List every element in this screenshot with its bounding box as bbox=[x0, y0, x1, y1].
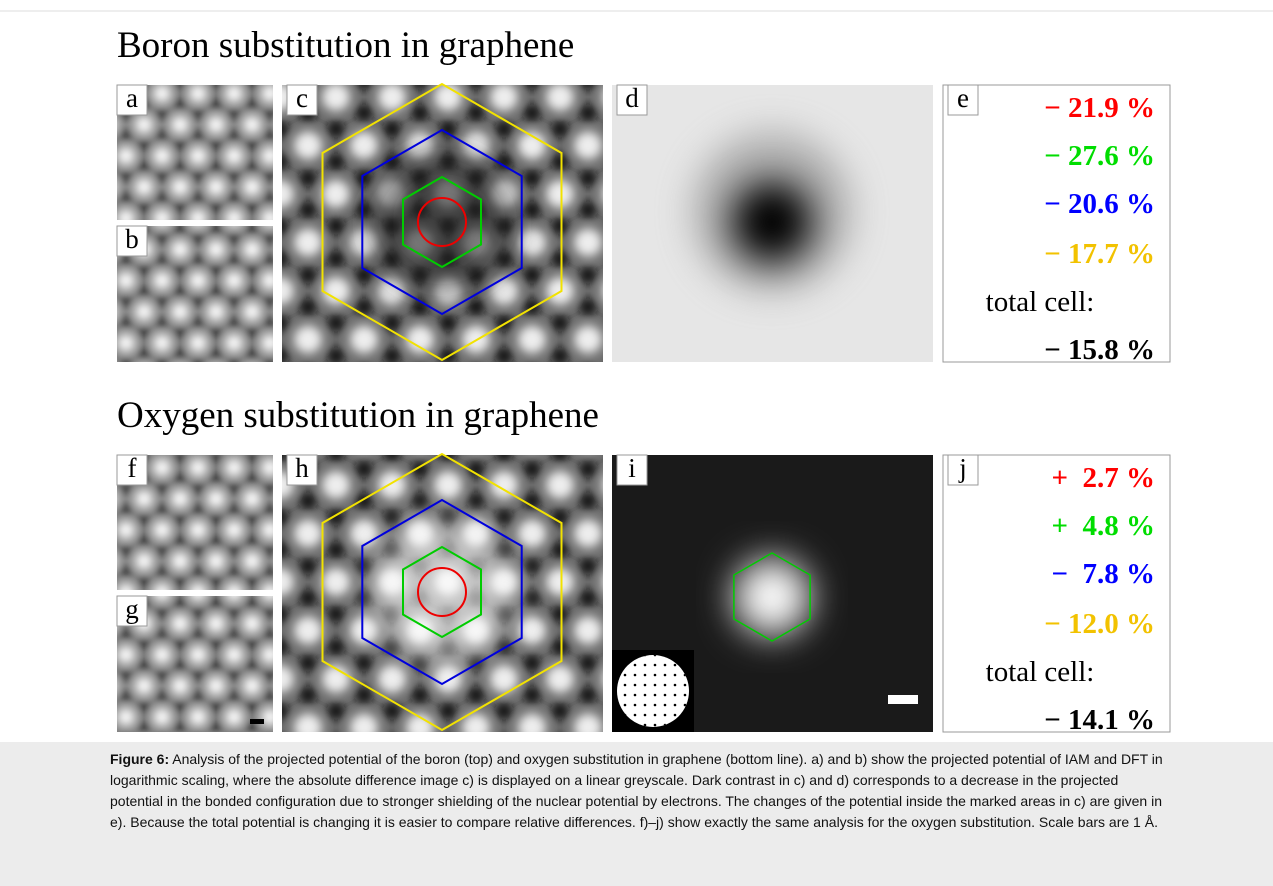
dark-core bbox=[732, 182, 812, 262]
inset-dots bbox=[617, 655, 689, 727]
relative-change: + 2.7 % bbox=[1051, 462, 1155, 494]
center-glow bbox=[372, 152, 512, 292]
caption-text: Analysis of the projected potential of t… bbox=[110, 751, 1163, 830]
relative-change: − 20.6 % bbox=[1044, 188, 1155, 220]
values-box bbox=[943, 455, 1170, 732]
relative-change: + 4.8 % bbox=[1051, 510, 1155, 542]
panel-label: a bbox=[126, 83, 138, 113]
panel-label: g bbox=[125, 594, 139, 624]
total-change: − 15.8 % bbox=[1044, 334, 1155, 366]
panel-label: i bbox=[628, 453, 636, 483]
scale-bar bbox=[888, 695, 918, 704]
scale-bar bbox=[250, 719, 264, 724]
panel-label: c bbox=[296, 83, 308, 113]
relative-change: − 27.6 % bbox=[1044, 140, 1155, 172]
figure-row: Oxygen substitution in graphene f g h i j + 2.… bbox=[117, 395, 1170, 736]
panel-label: e bbox=[957, 83, 969, 113]
page: Boron substitution in graphene a b c d e − 21.… bbox=[0, 0, 1273, 886]
relative-change: − 21.9 % bbox=[1044, 92, 1155, 124]
caption: Figure 6: Analysis of the projected pote… bbox=[0, 742, 1273, 886]
row-title: Boron substitution in graphene bbox=[117, 25, 574, 66]
total-change: − 14.1 % bbox=[1044, 704, 1155, 736]
total-label: total cell: bbox=[986, 656, 1095, 688]
row-title: Oxygen substitution in graphene bbox=[117, 395, 599, 436]
values-box bbox=[943, 85, 1170, 362]
total-label: total cell: bbox=[986, 286, 1095, 318]
panel-label: h bbox=[295, 453, 309, 483]
figure-row: Boron substitution in graphene a b c d e − 21.… bbox=[117, 25, 1170, 366]
panel-label: d bbox=[625, 83, 639, 113]
relative-change: − 7.8 % bbox=[1051, 558, 1155, 590]
panel-label: f bbox=[128, 453, 137, 483]
center-glow bbox=[372, 522, 512, 662]
rows: Boron substitution in graphene a b c d e − 21.… bbox=[117, 25, 1170, 736]
panel-label: b bbox=[125, 224, 139, 254]
panel-label: j bbox=[958, 453, 967, 483]
relative-change: − 17.7 % bbox=[1044, 238, 1155, 270]
caption-label: Figure 6: bbox=[110, 751, 169, 767]
bright-core bbox=[734, 559, 810, 635]
figure: Boron substitution in graphene a b c d e − 21.… bbox=[0, 0, 1273, 742]
relative-change: − 12.0 % bbox=[1044, 608, 1155, 640]
